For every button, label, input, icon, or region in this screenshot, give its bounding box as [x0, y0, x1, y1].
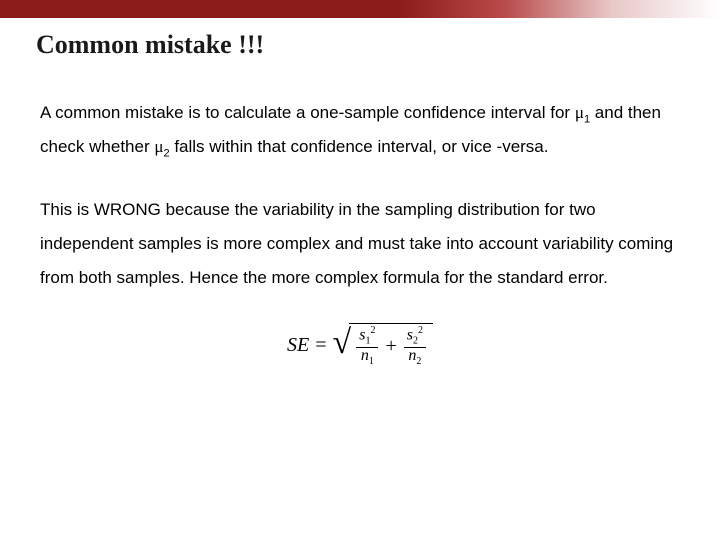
s1-sup: 2: [370, 325, 375, 336]
radical-symbol: √: [333, 326, 352, 371]
fraction-2: s22 n2: [404, 326, 426, 368]
slide-title: Common mistake !!!: [36, 30, 720, 60]
frac2-denominator: n2: [405, 348, 424, 368]
mu-symbol-1: μ: [575, 103, 584, 122]
fraction-1: s12 n1: [356, 326, 378, 368]
square-root: √ s12 n1 + s22 n2: [333, 323, 433, 368]
s2-sup: 2: [418, 325, 423, 336]
paragraph-1: A common mistake is to calculate a one-s…: [40, 96, 680, 165]
frac2-numerator: s22: [404, 326, 426, 348]
p1-text-1: A common mistake is to calculate a one-s…: [40, 103, 575, 122]
slide-content: A common mistake is to calculate a one-s…: [40, 96, 680, 367]
frac1-denominator: n1: [358, 348, 377, 368]
frac1-numerator: s12: [356, 326, 378, 348]
radicand: s12 n1 + s22 n2: [349, 323, 433, 368]
s1-sub: 1: [365, 335, 370, 346]
header-gradient-bar: [0, 0, 720, 18]
s2-sub: 2: [413, 335, 418, 346]
equals-sign: =: [315, 334, 326, 357]
standard-error-formula: SE = √ s12 n1 + s22 n2: [287, 323, 433, 368]
n2-sub: 2: [416, 356, 421, 367]
formula-lhs: SE: [287, 334, 309, 357]
paragraph-2: This is WRONG because the variability in…: [40, 193, 680, 295]
formula-container: SE = √ s12 n1 + s22 n2: [40, 323, 680, 368]
n1-sub: 1: [369, 356, 374, 367]
n1-base: n: [361, 347, 369, 364]
plus-sign: +: [385, 335, 396, 358]
p1-text-3: falls within that confidence interval, o…: [170, 137, 549, 156]
